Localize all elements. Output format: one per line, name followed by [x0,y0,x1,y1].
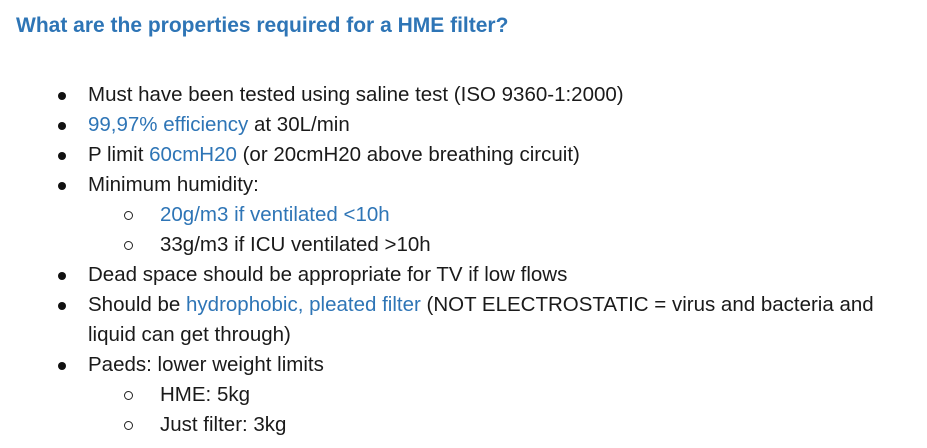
item-text: Just filter: 3kg [160,413,287,436]
item-text: Dead space should be appropriate for TV … [88,263,568,286]
bullet-icon [58,92,66,100]
circle-bullet-icon [124,241,133,250]
item-text: liquid can get through) [88,323,291,346]
circle-bullet-icon [124,391,133,400]
highlight-humidity: 20g/m3 if ventilated <10h [160,203,390,226]
bullet-icon [58,272,66,280]
bullet-icon [58,362,66,370]
item-text: Paeds: lower weight limits [88,353,324,376]
item-text: (or 20cmH20 above breathing circuit) [236,143,580,166]
circle-bullet-icon [124,421,133,430]
item-text: Should be [88,293,187,316]
item-text: HME: 5kg [160,383,250,406]
highlight-efficiency: 99,97% efficiency [88,113,249,136]
bullet-icon [58,122,66,130]
item-text: at 30L/min [248,113,350,136]
item-text: 33g/m3 if ICU ventilated >10h [160,233,431,256]
circle-bullet-icon [124,211,133,220]
page-title: What are the properties required for a H… [16,14,509,37]
item-text: P limit [88,143,150,166]
highlight-pressure: 60cmH20 [149,143,237,166]
item-text: (NOT ELECTROSTATIC = virus and bacteria … [420,293,874,316]
bullet-icon [58,152,66,160]
highlight-filter-type: hydrophobic, pleated filter [186,293,421,316]
bullet-icon [58,182,66,190]
item-text: Must have been tested using saline test … [88,83,624,106]
item-text: Minimum humidity: [88,173,259,196]
bullet-icon [58,302,66,310]
